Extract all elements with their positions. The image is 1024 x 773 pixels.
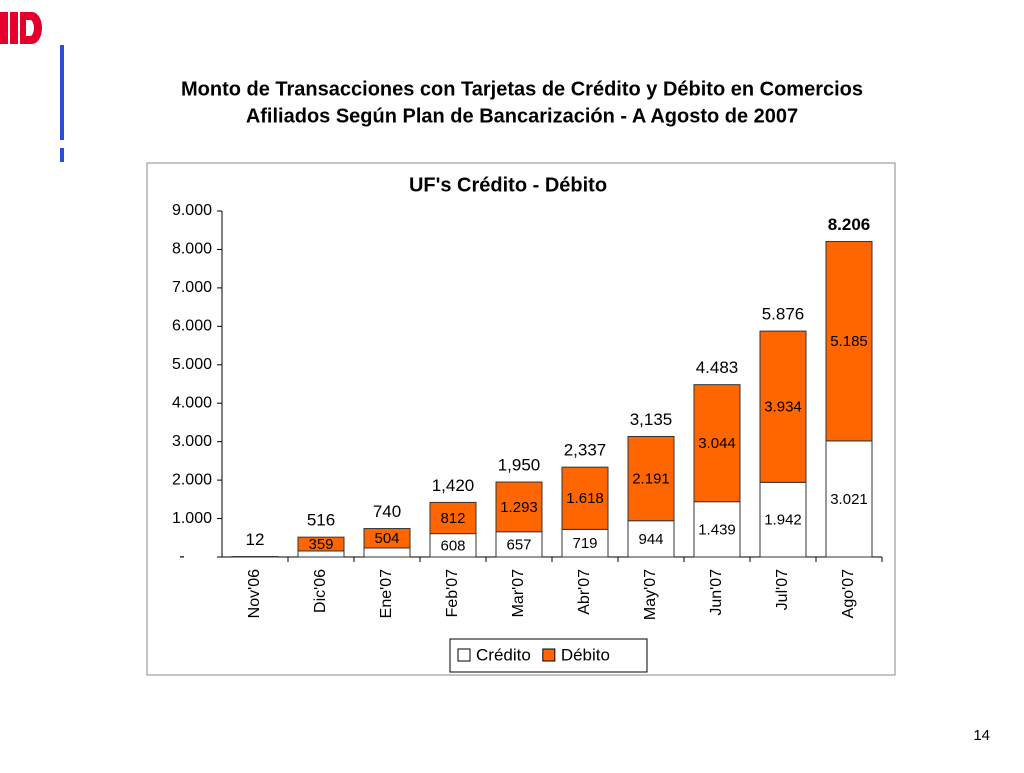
data-label: 812 bbox=[440, 510, 465, 527]
y-tick-label: 1.000 bbox=[172, 510, 212, 527]
y-tick-label: 9.000 bbox=[172, 202, 212, 219]
accent-bar bbox=[60, 148, 64, 162]
x-tick-label: Jun'07 bbox=[708, 569, 725, 616]
x-tick-label: Feb'07 bbox=[444, 569, 461, 618]
total-label: 516 bbox=[307, 511, 335, 530]
x-tick-label: Jul'07 bbox=[774, 569, 791, 610]
x-tick-label: Mar'07 bbox=[510, 569, 527, 618]
data-label: 719 bbox=[572, 535, 597, 552]
y-tick-label: 5.000 bbox=[172, 356, 212, 373]
page-number: 14 bbox=[973, 727, 990, 744]
total-label: 12 bbox=[246, 530, 265, 549]
data-label: 504 bbox=[374, 530, 399, 547]
total-label: 2,337 bbox=[564, 441, 607, 460]
logo bbox=[0, 12, 42, 44]
total-label: 1,950 bbox=[498, 456, 541, 475]
y-tick-label: 2.000 bbox=[172, 471, 212, 488]
data-label: 3.044 bbox=[698, 435, 736, 452]
legend-label: Crédito bbox=[476, 645, 531, 664]
data-label: 3.934 bbox=[764, 399, 802, 416]
total-label: 1,420 bbox=[432, 476, 475, 495]
bar-segment bbox=[364, 548, 410, 557]
y-tick-label: 7.000 bbox=[172, 279, 212, 296]
data-label: 1.942 bbox=[764, 512, 802, 529]
x-tick-label: Abr'07 bbox=[576, 569, 593, 615]
legend-label: Débito bbox=[561, 645, 610, 664]
accent-bar bbox=[60, 45, 64, 140]
y-tick-label: 8.000 bbox=[172, 241, 212, 258]
y-tick-label: - bbox=[179, 548, 184, 565]
data-label: 1.293 bbox=[500, 499, 538, 516]
x-tick-label: Ene'07 bbox=[378, 569, 395, 618]
data-label: 944 bbox=[638, 531, 663, 548]
chart-title: UF's Crédito - Débito bbox=[409, 174, 607, 196]
data-label: 657 bbox=[506, 536, 531, 553]
data-label: 1.618 bbox=[566, 490, 604, 507]
x-tick-label: Nov'06 bbox=[246, 569, 263, 618]
data-label: 2.191 bbox=[632, 471, 670, 488]
data-label: 359 bbox=[308, 536, 333, 553]
y-tick-label: 3.000 bbox=[172, 433, 212, 450]
data-label: 608 bbox=[440, 537, 465, 554]
total-label: 4.483 bbox=[696, 358, 739, 377]
y-tick-label: 6.000 bbox=[172, 318, 212, 335]
x-tick-label: Dic'06 bbox=[312, 569, 329, 613]
legend-swatch bbox=[458, 649, 470, 661]
total-label: 8.206 bbox=[828, 215, 871, 234]
x-tick-label: Ago'07 bbox=[840, 569, 857, 618]
data-label: 5.185 bbox=[830, 333, 868, 350]
slide-title: Monto de Transacciones con Tarjetas de C… bbox=[181, 78, 863, 100]
total-label: 3,135 bbox=[630, 410, 673, 429]
data-label: 1.439 bbox=[698, 521, 736, 538]
legend-swatch bbox=[543, 649, 555, 661]
total-label: 740 bbox=[373, 502, 401, 521]
x-tick-label: May'07 bbox=[642, 569, 659, 620]
y-tick-label: 4.000 bbox=[172, 394, 212, 411]
slide-title: Afiliados Según Plan de Bancarización - … bbox=[246, 105, 798, 127]
total-label: 5.876 bbox=[762, 305, 805, 324]
data-label: 3.021 bbox=[830, 491, 868, 508]
